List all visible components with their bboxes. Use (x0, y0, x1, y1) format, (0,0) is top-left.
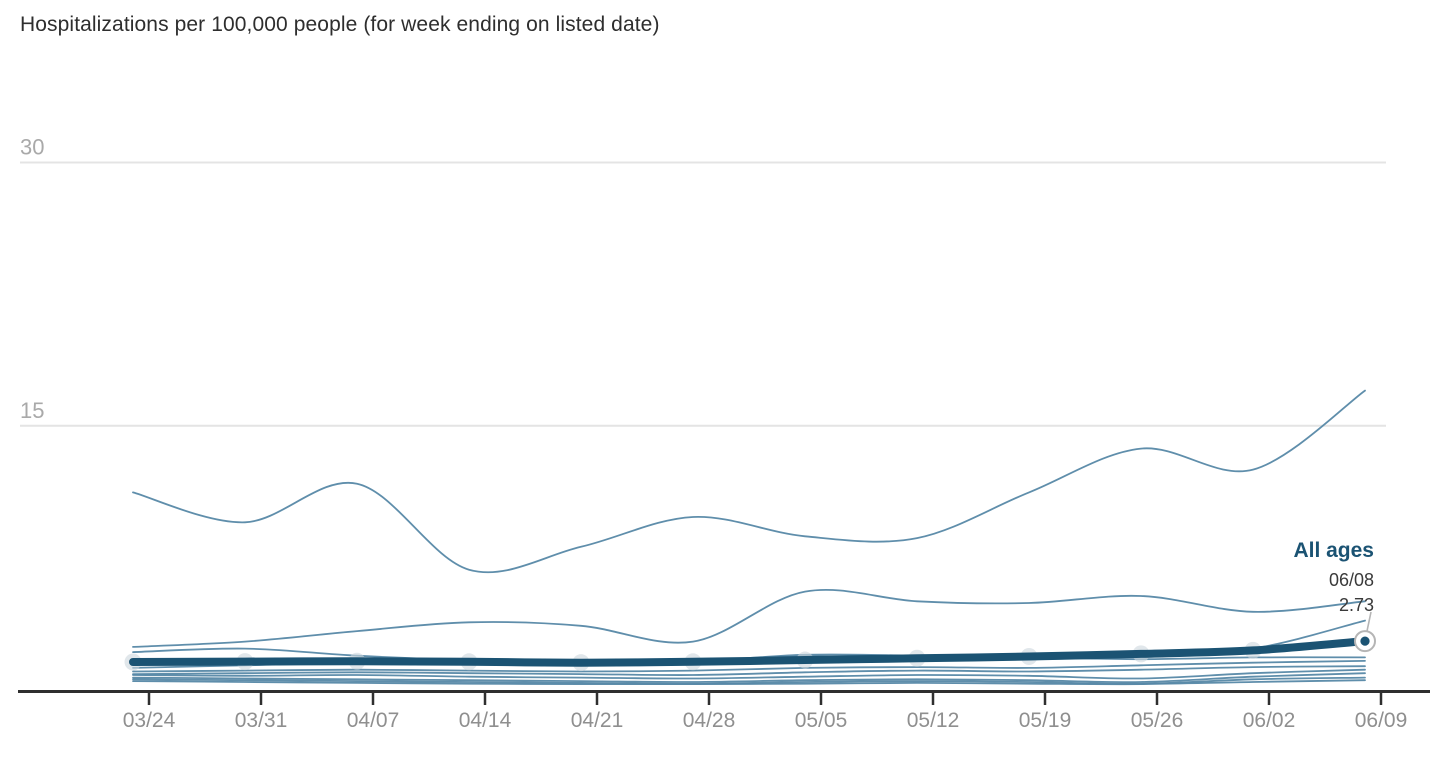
x-tick-label: 04/14 (459, 709, 512, 732)
endpoint-marker-dot (1360, 636, 1370, 646)
x-tick-label: 04/28 (683, 709, 736, 732)
series-annotation: All ages 06/08 2.73 (1293, 540, 1374, 614)
series-line-series-8 (132, 672, 1366, 684)
x-tick-label: 04/07 (347, 709, 400, 732)
series-line-series-2 (132, 588, 1366, 648)
series-line-series-1 (132, 389, 1366, 574)
series-line-all-ages (129, 637, 1369, 667)
series-line-series-5 (132, 660, 1366, 673)
x-tick-label: 05/26 (1131, 709, 1184, 732)
x-tick-label: 03/31 (235, 709, 288, 732)
series-line-series-7 (132, 668, 1366, 680)
x-tick-label: 06/02 (1243, 709, 1296, 732)
annotation-series-label: All ages (1293, 539, 1374, 562)
annotation-value: 2.73 (1338, 595, 1374, 615)
annotation-connector (1366, 611, 1372, 632)
y-tick-label: 15 (20, 398, 44, 423)
x-tick-label: 06/09 (1355, 709, 1408, 732)
x-tick-label: 03/24 (123, 709, 176, 732)
x-tick-label: 05/12 (907, 709, 960, 732)
x-tick-label: 04/21 (571, 709, 624, 732)
series-line-series-6 (132, 665, 1366, 676)
annotation-date: 06/08 (1328, 570, 1374, 590)
x-tick-label: 05/05 (795, 709, 848, 732)
y-tick-label: 30 (20, 135, 44, 160)
x-tick-label: 05/19 (1019, 709, 1072, 732)
series-line-series-10 (132, 679, 1366, 686)
chart-title: Hospitalizations per 100,000 people (for… (20, 13, 660, 36)
